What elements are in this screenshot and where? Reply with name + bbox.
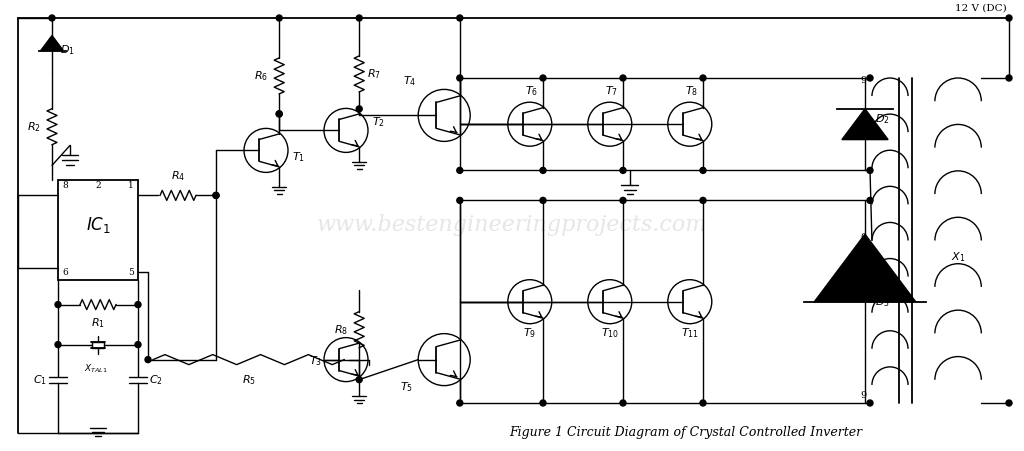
Circle shape: [55, 302, 61, 308]
Text: $T_{10}$: $T_{10}$: [601, 326, 618, 340]
Text: 5: 5: [128, 267, 134, 276]
Text: $T_7$: $T_7$: [605, 84, 617, 98]
Circle shape: [1006, 75, 1012, 81]
Circle shape: [1006, 400, 1012, 406]
Bar: [58, 180, 138, 280]
Text: 0: 0: [860, 234, 866, 243]
Circle shape: [867, 167, 873, 173]
Circle shape: [1006, 15, 1012, 21]
Polygon shape: [41, 36, 63, 51]
Circle shape: [867, 75, 873, 81]
Text: $T_4$: $T_4$: [403, 74, 417, 88]
Circle shape: [540, 167, 546, 173]
Circle shape: [620, 400, 626, 406]
Circle shape: [55, 341, 61, 348]
Circle shape: [457, 400, 463, 406]
Polygon shape: [814, 234, 915, 302]
Circle shape: [867, 400, 873, 406]
Text: $IC_1$: $IC_1$: [86, 215, 111, 235]
Circle shape: [700, 400, 706, 406]
Circle shape: [276, 111, 283, 117]
Circle shape: [700, 167, 706, 173]
Text: $R_2$: $R_2$: [27, 120, 41, 133]
Text: $T_1$: $T_1$: [292, 150, 305, 164]
Circle shape: [457, 15, 463, 21]
Bar: [92, 341, 104, 348]
Circle shape: [540, 198, 546, 203]
Circle shape: [49, 15, 55, 21]
Circle shape: [867, 198, 873, 203]
Circle shape: [700, 75, 706, 81]
Text: $T_3$: $T_3$: [309, 354, 322, 368]
Text: $T_5$: $T_5$: [400, 381, 414, 395]
Circle shape: [620, 75, 626, 81]
Text: www.bestengineeringprojects.com: www.bestengineeringprojects.com: [316, 215, 708, 236]
Circle shape: [276, 111, 283, 117]
Text: Figure 1 Circuit Diagram of Crystal Controlled Inverter: Figure 1 Circuit Diagram of Crystal Cont…: [510, 426, 862, 439]
Circle shape: [213, 193, 219, 198]
Text: $R_4$: $R_4$: [171, 170, 185, 184]
Text: 6: 6: [62, 267, 68, 276]
Circle shape: [135, 302, 141, 308]
Text: $R_1$: $R_1$: [91, 317, 105, 331]
Circle shape: [620, 198, 626, 203]
Circle shape: [540, 75, 546, 81]
Text: $T_9$: $T_9$: [523, 326, 537, 340]
Text: $R_5$: $R_5$: [242, 373, 256, 387]
Text: $T_8$: $T_8$: [685, 84, 698, 98]
Text: 1: 1: [128, 181, 134, 190]
Text: $R_8$: $R_8$: [334, 323, 348, 336]
Circle shape: [457, 167, 463, 173]
Circle shape: [276, 15, 283, 21]
Polygon shape: [842, 109, 888, 140]
Text: $T_6$: $T_6$: [524, 84, 538, 98]
Circle shape: [213, 193, 219, 198]
Circle shape: [135, 341, 141, 348]
Text: $D_1$: $D_1$: [60, 44, 75, 57]
Circle shape: [356, 15, 362, 21]
Text: 2: 2: [95, 181, 100, 190]
Text: $R_7$: $R_7$: [368, 67, 381, 81]
Circle shape: [145, 357, 151, 363]
Circle shape: [457, 75, 463, 81]
Text: $X_{TAL1}$: $X_{TAL1}$: [84, 363, 108, 375]
Text: $T_{11}$: $T_{11}$: [681, 326, 698, 340]
Circle shape: [356, 106, 362, 112]
Text: 12 V (DC): 12 V (DC): [955, 4, 1007, 13]
Text: $X_1$: $X_1$: [951, 250, 966, 264]
Text: $C_1$: $C_1$: [33, 373, 47, 387]
Text: $D_2$: $D_2$: [874, 112, 890, 126]
Circle shape: [457, 198, 463, 203]
Text: $C_2$: $C_2$: [150, 373, 163, 387]
Text: 9: 9: [860, 391, 866, 400]
Circle shape: [540, 400, 546, 406]
Text: 8: 8: [62, 181, 68, 190]
Circle shape: [356, 377, 362, 382]
Text: $D_3$: $D_3$: [874, 295, 890, 308]
Text: 9: 9: [860, 76, 866, 85]
Circle shape: [700, 198, 706, 203]
Circle shape: [620, 167, 626, 173]
Text: $T_2$: $T_2$: [372, 115, 385, 129]
Text: $R_6$: $R_6$: [254, 69, 268, 83]
